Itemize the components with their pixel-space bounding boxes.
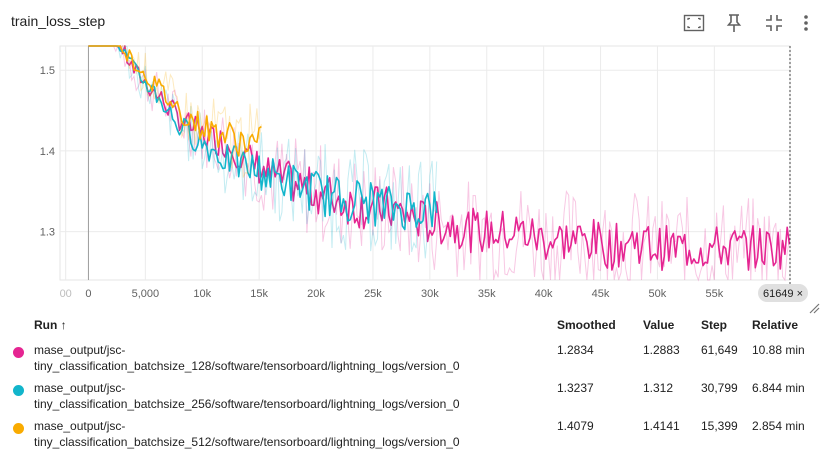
more-vert-icon [804, 15, 808, 31]
x-tick-label: 00 [60, 288, 72, 300]
grid [59, 45, 791, 281]
x-tick-label: 15k [250, 288, 268, 300]
y-tick-label: 1.5 [40, 65, 55, 77]
collapse-icon [766, 15, 782, 31]
run-name: mase_output/jsc-tiny_classification_batc… [34, 381, 460, 411]
more-button[interactable] [794, 9, 818, 37]
step-value: 61,649 [701, 343, 738, 357]
step-value: 30,799 [701, 381, 738, 395]
x-tick-label: 45k [592, 288, 610, 300]
header-step[interactable]: Step [701, 318, 728, 332]
series-smoothed-line [88, 45, 262, 157]
header-run[interactable]: Run ↑ [34, 318, 67, 332]
collapse-button[interactable] [754, 9, 794, 37]
raw-value: 1.2883 [643, 343, 680, 357]
relative-time: 6.844 min [752, 381, 805, 395]
x-tick-label: 35k [478, 288, 496, 300]
x-tick-label: 50k [649, 288, 667, 300]
x-tick-label: 5,000 [132, 288, 160, 300]
axes: 1.51.41.300 0 5,000 10k 15k 20k 25k 30k 35k 40k 45… [40, 46, 724, 300]
smoothed-value: 1.3237 [557, 381, 594, 395]
header-value[interactable]: Value [643, 318, 675, 332]
header-relative[interactable]: Relative [752, 318, 799, 332]
step-value: 15,399 [701, 419, 738, 433]
run-color-swatch [13, 423, 24, 434]
step-cursor-label: 61649 × [763, 288, 803, 300]
header-smoothed[interactable]: Smoothed [557, 318, 616, 332]
x-tick-label: 10k [193, 288, 211, 300]
x-tick-label: 0 [85, 288, 91, 300]
step-cursor-chip [758, 284, 808, 302]
run-name: mase_output/jsc-tiny_classification_batc… [34, 419, 460, 449]
x-tick-label: 55k [705, 288, 723, 300]
step-cursor: 61649 × [758, 46, 808, 302]
line-chart[interactable]: 1.51.41.300 0 5,000 10k 15k 20k 25k 30k 35k 40k 45… [0, 40, 826, 312]
raw-value: 1.4141 [643, 419, 680, 433]
relative-time: 2.854 min [752, 419, 805, 433]
run-color-swatch [13, 385, 24, 396]
run-name: mase_output/jsc-tiny_classification_batc… [34, 343, 460, 373]
pin-icon [726, 14, 742, 32]
pin-button[interactable] [714, 9, 754, 37]
chart-title: train_loss_step [11, 13, 106, 29]
smoothed-value: 1.4079 [557, 419, 594, 433]
smoothed-value: 1.2834 [557, 343, 594, 357]
series-group [88, 44, 791, 282]
fit-domain-button[interactable] [674, 9, 714, 37]
y-tick-label: 1.4 [40, 146, 55, 158]
table-row[interactable]: mase_output/jsc-tiny_classification_batc… [0, 379, 826, 417]
series-smoothed-line [88, 45, 438, 231]
x-tick-label: 30k [421, 288, 439, 300]
relative-time: 10.88 min [752, 343, 805, 357]
resize-handle-icon[interactable] [808, 302, 820, 314]
table-row[interactable]: mase_output/jsc-tiny_classification_batc… [0, 417, 826, 455]
raw-value: 1.312 [643, 381, 674, 395]
x-tick-label: 25k [364, 288, 382, 300]
table-row[interactable]: mase_output/jsc-tiny_classification_batc… [0, 341, 826, 379]
fit-domain-icon [683, 14, 705, 32]
x-tick-label: 40k [535, 288, 553, 300]
series-raw-line [88, 44, 790, 282]
run-color-swatch [13, 347, 24, 358]
x-tick-label: 20k [307, 288, 325, 300]
card-toolbar [674, 9, 818, 37]
y-tick-label: 1.3 [40, 227, 55, 239]
